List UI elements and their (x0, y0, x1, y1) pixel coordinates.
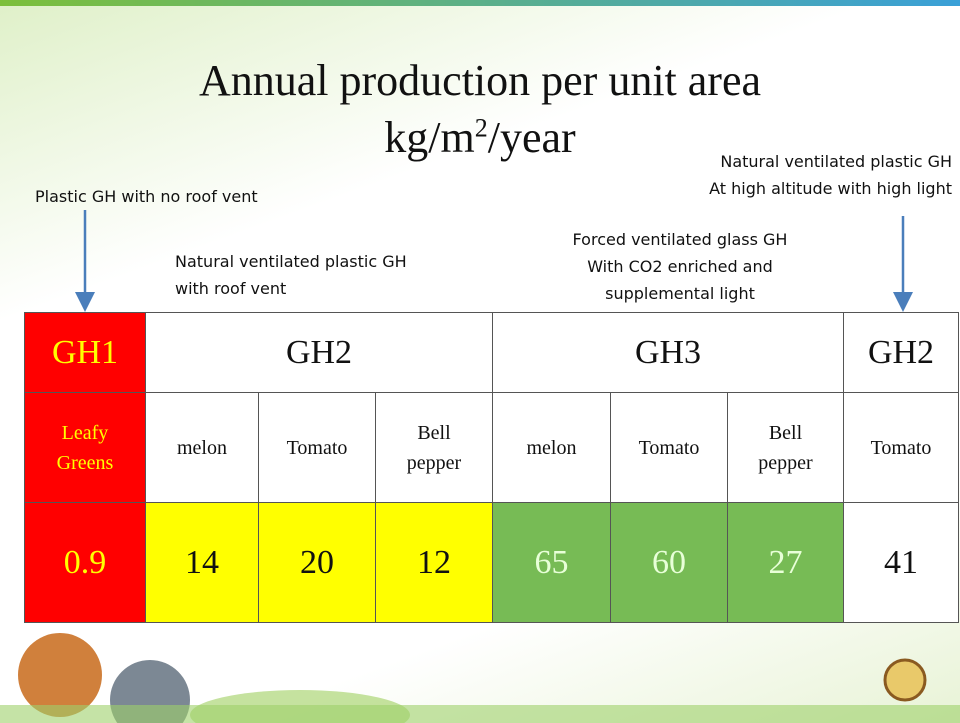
units-base: kg/m (384, 113, 475, 162)
group-row: GH1 GH2 GH3 GH2 (24, 312, 959, 393)
note-line: with roof vent (175, 279, 287, 298)
cell-line: pepper (406, 451, 462, 474)
cell-line: Leafy (61, 421, 109, 444)
cell-line: Bell (768, 421, 803, 444)
cell: Leafy Greens (24, 392, 146, 503)
units-rest: /year (487, 113, 576, 162)
note: Plastic GH with no roof vent (35, 183, 258, 210)
decoration (0, 0, 960, 6)
units: kg/m2/year (0, 112, 960, 163)
cell: Bell pepper (375, 392, 493, 503)
cell: melon (492, 392, 611, 503)
crop-row: Leafy Greens melon Tomato Bell pepper melon Tom… (24, 392, 959, 503)
table: GH1 GH2 GH3 GH2 Leafy Greens melon Tomato Be… (24, 312, 959, 623)
cell: 0.9 (24, 502, 146, 623)
cell: 14 (145, 502, 259, 623)
cell-line: pepper (758, 451, 813, 474)
cell: Tomato (258, 392, 376, 503)
cell-line: Tomato (638, 436, 700, 459)
cell-line: melon (526, 436, 577, 459)
cell: 60 (610, 502, 728, 623)
cell: Tomato (843, 392, 959, 503)
title: Annual production per unit area (198, 56, 762, 105)
note: Forced ventilated glass GH With CO2 enric… (520, 226, 840, 307)
note-line: With CO2 enriched and (587, 257, 773, 276)
cell-line: Tomato (286, 436, 348, 459)
note-line: Forced ventilated glass GH (572, 230, 788, 249)
note-line: Plastic GH with no roof vent (35, 187, 258, 206)
decoration (0, 705, 960, 723)
cell: Tomato (610, 392, 728, 503)
note-line: supplemental light (605, 284, 755, 303)
cell: 27 (727, 502, 844, 623)
note-line: Natural ventilated plastic GH (720, 152, 952, 171)
cell: 65 (492, 502, 611, 623)
cell: GH1 (24, 312, 146, 393)
cell: Bell pepper (727, 392, 844, 503)
value-row: 0.9 14 20 12 65 60 27 41 (24, 502, 959, 623)
cell: melon (145, 392, 259, 503)
decoration (18, 633, 102, 717)
note-line: At high altitude with high light (709, 179, 952, 198)
cell: GH3 (492, 312, 844, 393)
cell-line: Bell (417, 421, 451, 444)
cell: 12 (375, 502, 493, 623)
cell: GH2 (145, 312, 493, 393)
cell: 41 (843, 502, 959, 623)
cell: GH2 (843, 312, 959, 393)
logo (883, 658, 927, 702)
cell-line: Tomato (870, 436, 932, 459)
note: Natural ventilated plastic GH with roof v… (175, 248, 407, 302)
cell: 20 (258, 502, 376, 623)
note-line: Natural ventilated plastic GH (175, 252, 407, 271)
cell-line: melon (177, 436, 227, 459)
cell-line: Greens (56, 451, 114, 474)
note: Natural ventilated plastic GH At high alt… (709, 148, 952, 202)
units-sup: 2 (474, 113, 488, 143)
